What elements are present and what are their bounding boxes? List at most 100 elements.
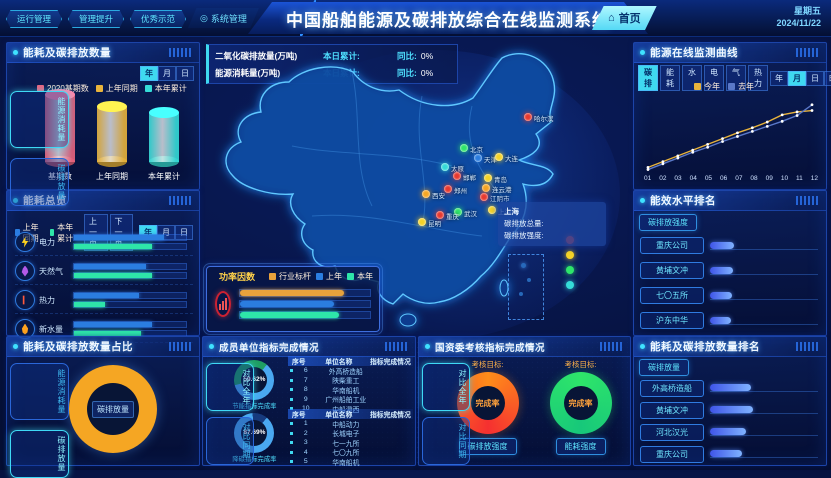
city-dot-重庆[interactable] [436,211,444,219]
time-toggle-option[interactable]: 日 [176,66,194,81]
side-tab-能源消耗量[interactable]: 能源消耗量 [10,363,69,420]
side-tab-碳排放量[interactable]: 碳排放量 [10,158,69,206]
rank-name-button[interactable]: 沪东中华 [640,312,704,329]
side-tab-对比全年[interactable]: 对比全年 [422,363,470,411]
data-point [661,160,665,164]
curve-tab-热力[interactable]: 热力 [748,65,768,91]
legend-item[interactable]: 2020基期数 [37,83,89,94]
legend-item[interactable]: 上年 [316,271,342,282]
curve-tab-碳排[interactable]: 碳排 [638,65,658,91]
rank-name-button[interactable]: 重庆公司 [640,445,704,463]
city-dot-邯郸[interactable] [453,172,461,180]
data-point [691,150,695,154]
rank-filter-badge[interactable]: 碳排放量 [639,359,689,376]
time-toggle-option[interactable]: 日 [806,70,824,86]
table-cell: 七〇九所 [332,450,360,457]
legend-item[interactable]: 本年 [347,271,373,282]
legend-item[interactable]: 本年累计 [49,222,79,244]
city-dot-哈尔滨[interactable] [524,113,532,121]
overview-bars [73,232,187,252]
panel-deco-icon [169,196,193,205]
bar-track [239,311,371,319]
data-point [780,119,784,123]
stats-row: 二氧化碳排放量(万吨) 本日累计: 同比: 0% [215,48,451,65]
nav-button-operation[interactable]: 运行管理 [6,10,63,28]
nav-button-demo[interactable]: 优秀示范 [130,10,187,28]
city-dot-天津[interactable] [474,154,482,162]
data-point [706,145,710,149]
assessment-type-button[interactable]: 能耗强度 [555,438,606,455]
city-dot-昆明[interactable] [418,218,426,226]
data-point [721,137,724,140]
nav-button-improve[interactable]: 管理提升 [68,10,125,28]
assessment-type-button[interactable]: 碳排放强度 [458,438,517,455]
time-toggle-option[interactable]: 年 [140,66,158,81]
time-toggle-option[interactable]: 月 [788,70,806,86]
panel-title: 能耗及碳排放数量排名 [650,341,760,353]
assessment-donut-chart: 完成率 [549,372,612,434]
data-point [721,140,724,143]
time-toggle-option[interactable]: 年 [770,70,788,86]
overview-row: 热力 [15,287,193,314]
side-tab-对比同期[interactable]: 对比同期 [206,417,254,465]
map-legend-dot[interactable] [566,281,574,289]
rank-name-button[interactable]: 黄埔文冲 [640,401,704,419]
legend-item[interactable]: 今年 [694,81,720,92]
map-legend-dot[interactable] [566,251,574,259]
table-cell: 10 [295,405,317,412]
side-tab-碳排放量[interactable]: 碳排放量 [10,430,69,478]
time-toggle-option[interactable]: 月 [158,66,176,81]
system-manage-button[interactable]: ◎ 系统管理 [188,8,259,28]
city-dot-武汉[interactable] [454,208,462,216]
legend-label: 今年 [704,82,720,91]
rank-name-button[interactable]: 河北汉光 [640,423,704,441]
side-tab-能源消耗量[interactable]: 能源消耗量 [10,91,69,148]
stats-yoy-label: 同比: [397,51,417,61]
curve-tab-能耗[interactable]: 能耗 [660,65,680,91]
bar-fill [74,322,153,327]
city-dot-青岛[interactable] [484,174,492,182]
time-toggle-option[interactable]: 时 [824,70,831,86]
home-label: 首页 [618,13,641,25]
city-dot-上海[interactable] [488,206,496,214]
legend-item[interactable]: 上年同期 [95,83,138,94]
city-dot-大连[interactable] [495,153,503,161]
panel-dot-icon [13,50,18,55]
overview-row-label: 新水量 [39,324,63,334]
city-dot-西安[interactable] [422,190,430,198]
rank-name-button[interactable]: 外高桥造船 [640,379,704,397]
side-tab-对比同期[interactable]: 对比同期 [422,417,470,465]
time-toggle: 年月日 [140,66,194,81]
time-toggle-option[interactable]: 日 [175,225,193,240]
gauge-wrap: 87.69% 降碳指标完成率 [227,412,282,463]
side-tab-对比全年[interactable]: 对比全年 [206,363,254,411]
legend-label: 行业标杆 [279,272,311,281]
city-dot-太原[interactable] [441,163,449,171]
legend-item[interactable]: 本年累计 [144,83,187,94]
rank-name-button[interactable]: 重庆公司 [640,237,704,254]
pager-button[interactable]: 下一页 [109,214,133,251]
home-button[interactable]: ⌂ 首页 [592,6,657,30]
city-dot-连云港[interactable] [482,184,490,192]
row-bullet-icon [289,388,293,391]
legend-item[interactable]: 行业标杆 [269,271,311,282]
x-tick-label: 07 [735,175,743,182]
panel-dot-icon [425,344,430,349]
pager-button[interactable]: 上一页 [84,214,108,251]
city-dot-江阴市[interactable] [480,193,488,201]
row-bullet-icon [289,378,293,382]
rank-filter-badge[interactable]: 碳排放强度 [639,214,697,231]
data-point [795,114,799,117]
city-dot-北京[interactable] [460,144,468,152]
panel-deco-icon [796,196,820,205]
rank-name-button[interactable]: 黄埔文冲 [640,262,704,279]
map-legend-dot[interactable] [566,266,574,274]
panel-title: 能耗总览 [23,195,67,207]
legend-item[interactable]: 去年 [728,81,754,92]
rank-row: 重庆公司 [634,233,824,258]
curve-tab-电[interactable]: 电 [704,65,724,91]
city-dot-郑州[interactable] [444,185,452,193]
gauge-value: 59.62% [243,376,266,383]
panel-dot-icon [13,344,18,349]
rank-name-button[interactable]: 七〇五所 [640,287,704,304]
